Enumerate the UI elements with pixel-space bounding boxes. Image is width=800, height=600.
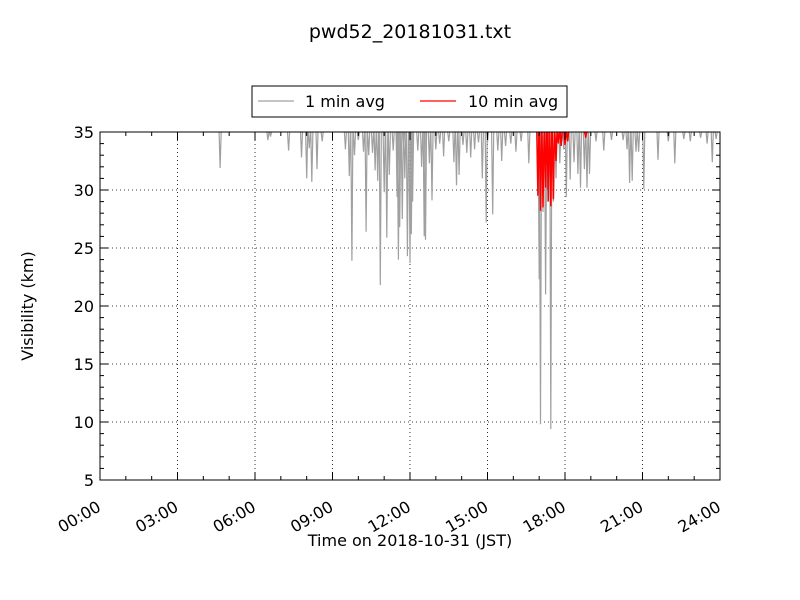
series-layer (218, 131, 718, 430)
series-line-1 (536, 131, 588, 211)
y-tick-label: 5 (84, 471, 94, 490)
x-tick-label: 18:00 (520, 497, 569, 537)
y-tick-label: 30 (74, 181, 94, 200)
series-line-0 (218, 131, 718, 430)
y-axis-label: Visibility (km) (18, 251, 37, 360)
y-tick-label: 25 (74, 239, 94, 258)
legend: 1 min avg 10 min avg (251, 85, 568, 118)
legend-box (251, 85, 568, 118)
grid (100, 132, 720, 480)
x-tick-label: 06:00 (210, 497, 259, 537)
x-tick-label: 21:00 (597, 497, 646, 537)
x-tick-label: 24:00 (675, 497, 724, 537)
y-tick-label: 10 (74, 413, 94, 432)
y-tick-label: 35 (74, 123, 94, 142)
legend-label-10-min-avg: 10 min avg (468, 92, 558, 111)
chart-title: pwd52_20181031.txt (309, 21, 511, 43)
y-tick-label: 20 (74, 297, 94, 316)
x-axis-label: Time on 2018-10-31 (JST) (307, 531, 512, 550)
axis-ticks: 00:00 03:00 06:00 09:00 12:00 15:00 18:00 21:00… (55, 123, 724, 537)
x-tick-label: 00:00 (55, 497, 104, 537)
y-tick-label: 15 (74, 355, 94, 374)
plot-area-frame (99, 131, 721, 481)
legend-label-1-min-avg: 1 min avg (305, 92, 385, 111)
x-tick-label: 03:00 (132, 497, 181, 537)
